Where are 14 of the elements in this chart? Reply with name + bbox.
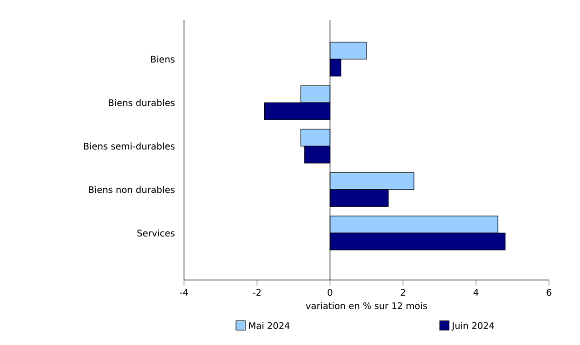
x-axis-title: variation en % sur 12 mois xyxy=(306,302,427,310)
legend-label: Juin 2024 xyxy=(452,322,494,331)
x-tick-label: 2 xyxy=(400,288,405,296)
legend-label: Mai 2024 xyxy=(249,322,290,330)
y-tick-label: Biens durables xyxy=(108,99,175,106)
y-tick-label: Services xyxy=(137,230,175,237)
x-tick-label: -4 xyxy=(180,288,188,296)
x-tick-label: 4 xyxy=(474,288,478,296)
x-tick-label: 6 xyxy=(546,288,552,296)
x-tick-label: -2 xyxy=(252,288,261,296)
y-tick-label: Biens semi-durables xyxy=(84,142,175,150)
y-tick-label: Biens non durables xyxy=(88,186,175,194)
x-tick-label: 0 xyxy=(328,288,332,296)
y-tick-label: Biens xyxy=(151,56,175,63)
